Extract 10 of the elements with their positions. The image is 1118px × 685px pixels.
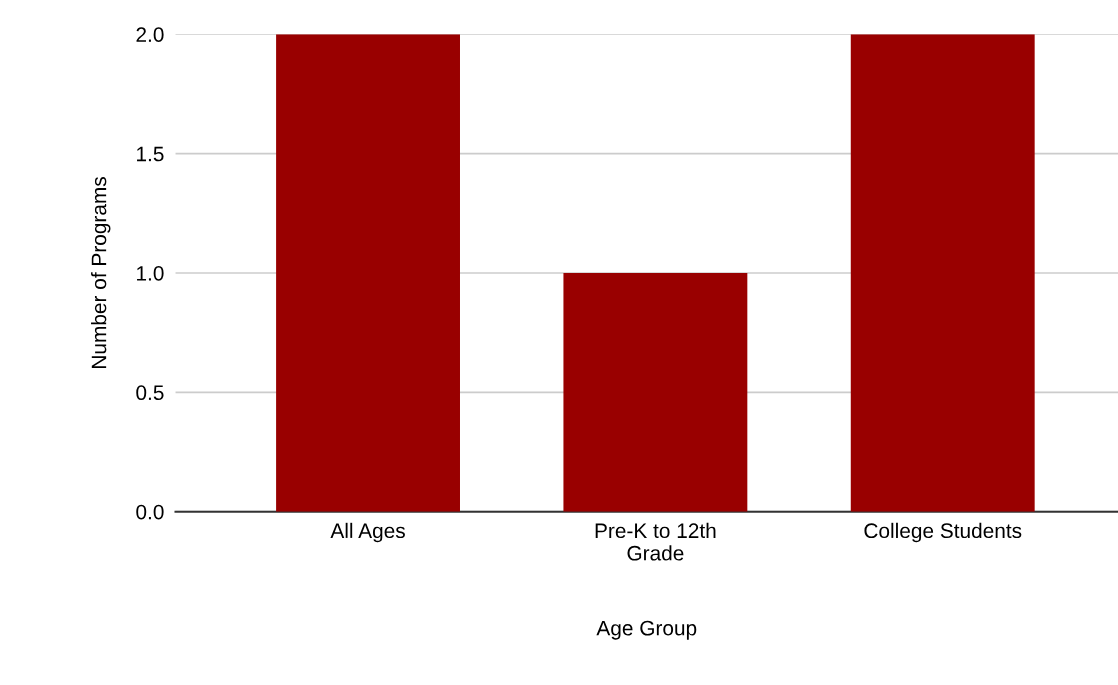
x-tick-label: Pre-K to 12th Grade — [595, 522, 716, 561]
x-tick-label: College Students — [864, 522, 1022, 543]
y-axis-title: Number of Programs — [91, 177, 111, 368]
x-tick-label: All Ages — [330, 522, 405, 543]
y-tick-label: 0.5 — [136, 385, 164, 401]
y-tick-label: 2.0 — [136, 27, 164, 42]
y-tick-label: 0.0 — [136, 504, 164, 520]
y-tick-label: 1.5 — [137, 146, 164, 162]
y-tick-label: 1.0 — [137, 265, 164, 281]
x-axis-title: Age Group — [596, 620, 697, 640]
